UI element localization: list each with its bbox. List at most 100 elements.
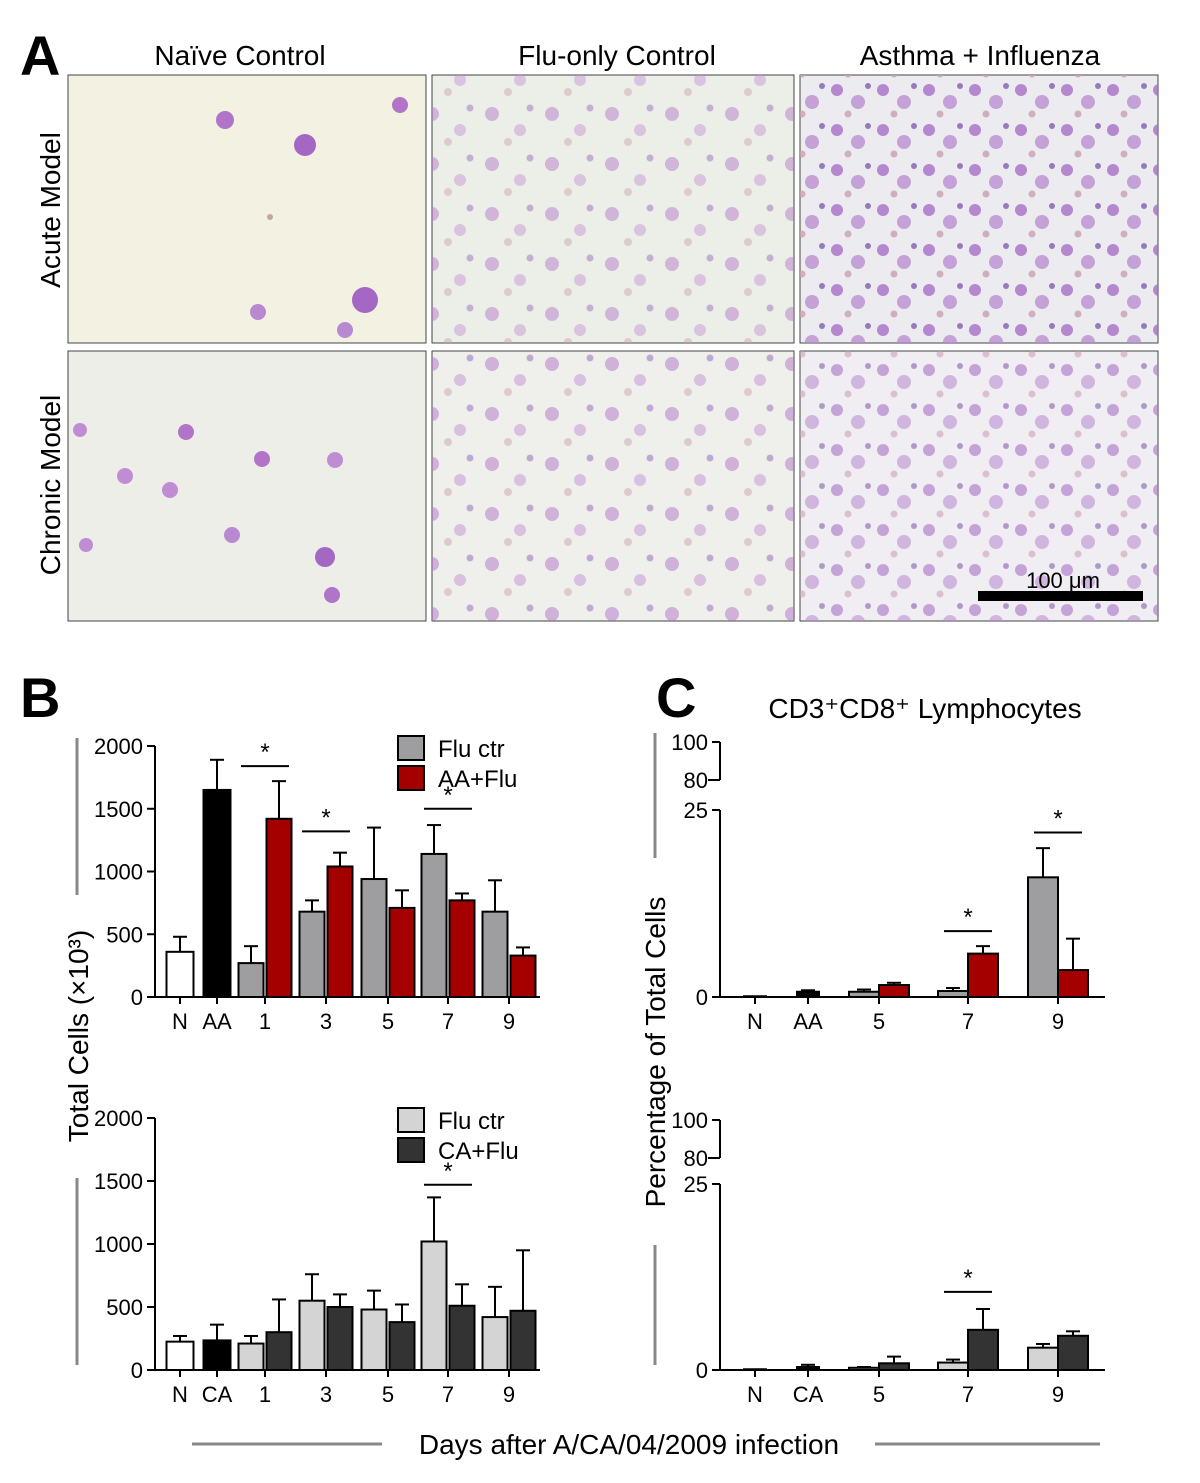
bar bbox=[326, 1306, 354, 1371]
bar bbox=[202, 788, 232, 998]
panel-a: A Naïve Control Flu-only Control Asthma … bbox=[20, 24, 1159, 622]
significance-star: * bbox=[1053, 805, 1062, 832]
panel-c-ylabel: Percentage of Total Cells bbox=[640, 897, 671, 1208]
bar bbox=[448, 899, 476, 998]
legend-label: AA+Flu bbox=[438, 766, 517, 793]
y-tick-label: 500 bbox=[106, 922, 143, 947]
bar bbox=[237, 1342, 265, 1372]
bar bbox=[937, 1361, 969, 1372]
x-tick-label: 7 bbox=[442, 1382, 454, 1407]
bar bbox=[743, 995, 767, 999]
bar bbox=[937, 990, 969, 998]
bar bbox=[298, 910, 326, 998]
y-tick-label: 80 bbox=[684, 1146, 708, 1171]
bar bbox=[848, 1366, 880, 1371]
panel-c: C CD3⁺CD8⁺ Lymphocytes Percentage of Tot… bbox=[640, 666, 1105, 1407]
bar bbox=[878, 984, 910, 998]
y-tick-label: 100 bbox=[671, 730, 708, 755]
y-tick-label: 2000 bbox=[94, 734, 143, 759]
bar bbox=[481, 910, 509, 998]
x-tick-label: 5 bbox=[873, 1009, 885, 1034]
bar bbox=[265, 817, 293, 998]
column-label-naive: Naïve Control bbox=[154, 40, 325, 71]
significance-star: * bbox=[443, 782, 452, 809]
bar bbox=[509, 1309, 537, 1372]
micrograph-chronic-flu-only bbox=[431, 350, 795, 622]
shared-xlabel-group: Days after A/CA/04/2009 infection bbox=[192, 1429, 1100, 1460]
bar bbox=[265, 1331, 293, 1371]
y-tick-label: 0 bbox=[696, 985, 708, 1010]
panel-c-title: CD3⁺CD8⁺ Lymphocytes bbox=[768, 693, 1081, 724]
legend-label: CA+Flu bbox=[438, 1138, 519, 1165]
y-tick-label: 1500 bbox=[94, 797, 143, 822]
bar bbox=[420, 1240, 448, 1371]
x-tick-label: 9 bbox=[503, 1382, 515, 1407]
bar bbox=[481, 1316, 509, 1371]
bar bbox=[448, 1304, 476, 1371]
x-tick-label: N bbox=[747, 1382, 763, 1407]
x-tick-label: 9 bbox=[1052, 1009, 1064, 1034]
row-label-acute: Acute Model bbox=[35, 132, 66, 288]
x-tick-label: 5 bbox=[382, 1382, 394, 1407]
panel-c-letter: C bbox=[656, 666, 696, 729]
panel-a-letter: A bbox=[20, 24, 60, 87]
bar bbox=[1057, 1334, 1089, 1371]
scale-bar-label: 100 μm bbox=[1026, 568, 1100, 593]
bar bbox=[165, 950, 195, 999]
bar bbox=[796, 1366, 820, 1372]
micrograph-acute-flu-only bbox=[431, 74, 795, 344]
y-tick-label: 0 bbox=[131, 985, 143, 1010]
bar bbox=[165, 1340, 195, 1372]
panel-b-ylabel: Total Cells (×10³) bbox=[63, 930, 94, 1142]
bar bbox=[1027, 1346, 1059, 1372]
bar bbox=[796, 990, 820, 998]
x-tick-label: AA bbox=[202, 1009, 232, 1034]
x-tick-label: CA bbox=[202, 1382, 233, 1407]
x-tick-label: 5 bbox=[382, 1009, 394, 1034]
x-tick-label: AA bbox=[793, 1009, 823, 1034]
y-tick-label: 25 bbox=[684, 798, 708, 823]
x-tick-label: 1 bbox=[259, 1382, 271, 1407]
micrograph-acute-asthma-influenza bbox=[799, 74, 1159, 344]
significance-star: * bbox=[260, 739, 269, 766]
micrograph-acute-naive bbox=[67, 74, 427, 344]
bar bbox=[509, 954, 537, 999]
legend-swatch bbox=[397, 1107, 425, 1133]
micrograph-chronic-asthma-influenza bbox=[799, 350, 1159, 622]
x-tick-label: 9 bbox=[503, 1009, 515, 1034]
x-tick-label: N bbox=[747, 1009, 763, 1034]
bar bbox=[298, 1299, 326, 1371]
x-tick-label: 5 bbox=[873, 1382, 885, 1407]
bar bbox=[388, 906, 416, 999]
panel-b: B Total Cells (×10³) 0 500 1000 1500 2000 N AA… bbox=[20, 666, 540, 1407]
bar bbox=[360, 878, 388, 999]
legend-label: Flu ctr bbox=[438, 736, 505, 763]
row-label-chronic: Chronic Model bbox=[35, 395, 66, 576]
y-tick-label: 1000 bbox=[94, 860, 143, 885]
x-tick-label: CA bbox=[793, 1382, 824, 1407]
bar bbox=[743, 1368, 767, 1371]
chart-total-cells-chronic: 0 500 1000 1500 2000 N CA 1 3 5 7 9 * Flu ctr CA+Flu bbox=[94, 1106, 540, 1407]
bar bbox=[1057, 969, 1089, 999]
bar bbox=[967, 1328, 999, 1371]
x-tick-label: N bbox=[172, 1382, 188, 1407]
legend-swatch bbox=[397, 1137, 425, 1163]
panel-b-letter: B bbox=[20, 666, 60, 729]
column-label-asthma-influenza: Asthma + Influenza bbox=[860, 40, 1101, 71]
bar bbox=[360, 1308, 388, 1372]
significance-star: * bbox=[963, 1265, 972, 1292]
bar bbox=[878, 1362, 910, 1371]
x-tick-label: 7 bbox=[442, 1009, 454, 1034]
x-tick-label: 1 bbox=[259, 1009, 271, 1034]
legend-swatch bbox=[397, 735, 425, 761]
legend-swatch bbox=[397, 765, 425, 791]
bar bbox=[848, 990, 880, 998]
bar bbox=[967, 952, 999, 999]
significance-star: * bbox=[963, 904, 972, 931]
bar bbox=[388, 1321, 416, 1371]
y-tick-label: 1500 bbox=[94, 1169, 143, 1194]
bar bbox=[420, 852, 448, 998]
x-tick-label: 3 bbox=[320, 1382, 332, 1407]
y-tick-label: 1000 bbox=[94, 1232, 143, 1257]
